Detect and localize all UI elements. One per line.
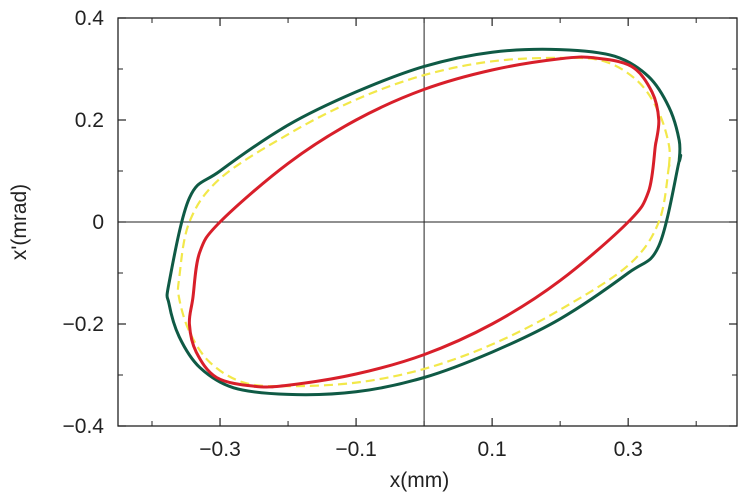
x-axis-title: x(mm) — [390, 469, 449, 492]
y-tick-label: 0.4 — [75, 7, 105, 30]
x-tick-label: 0.3 — [614, 438, 643, 461]
x-tick-label: 0.1 — [478, 438, 507, 461]
axes-layer: −0.3 −0.1 0.1 0.3 −0.4 −0.2 0 0.2 0.4 — [63, 7, 737, 461]
y-tick-label: −0.4 — [63, 415, 105, 438]
x-tick-label: −0.1 — [335, 438, 376, 461]
series-layer — [165, 47, 683, 397]
series-line-1 — [165, 47, 683, 397]
y-tick-label: 0.2 — [75, 109, 104, 132]
y-axis-title: x'(mrad) — [8, 184, 31, 260]
series-line-3 — [187, 55, 661, 389]
y-tick-label: −0.2 — [63, 313, 104, 336]
x-tick-label: −0.3 — [199, 438, 240, 461]
y-tick-label: 0 — [92, 211, 104, 234]
